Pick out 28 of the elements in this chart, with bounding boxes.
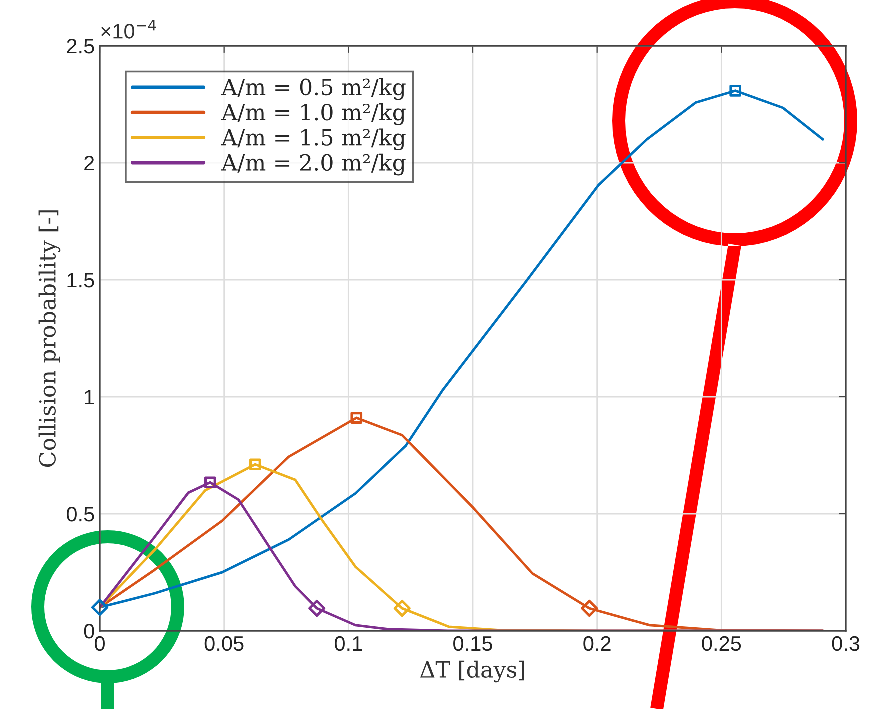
legend-label: A/m = 0.5 m²/kg — [221, 78, 406, 100]
point — [581, 600, 598, 618]
y-axis-title: Collision probability [-] — [38, 210, 61, 468]
point — [250, 458, 262, 471]
point — [730, 85, 742, 97]
point — [394, 600, 411, 618]
y-tick-label: 1 — [85, 390, 94, 405]
y-tick-label: 0 — [84, 624, 94, 639]
x-tick-label: 0.05 — [204, 636, 244, 652]
text: ×10$^{−4}$ — [101, 20, 156, 39]
point — [308, 600, 326, 618]
y-tick-label: 2.5 — [67, 39, 94, 54]
y-tick-label: 1.5 — [68, 273, 94, 288]
x-tick-label: 0.25 — [702, 636, 742, 652]
y-tick-label: 0.5 — [66, 507, 94, 522]
x-tick-label: 0.3 — [832, 636, 860, 652]
legend-label: A/m = 1.0 m²/kg — [221, 104, 406, 126]
point — [91, 599, 109, 616]
legend-label: A/m = 2.0 m²/kg — [221, 154, 406, 176]
x-tick-label: 0 — [95, 636, 105, 652]
x-tick-label: 0.2 — [584, 636, 611, 652]
point — [350, 412, 363, 424]
y-tick-label: 2 — [84, 156, 94, 171]
legend-label: A/m = 1.5 m²/kg — [221, 128, 406, 151]
x-tick-label: 0.15 — [454, 636, 492, 652]
point — [204, 476, 216, 489]
x-axis-title: ΔT [days] — [420, 660, 524, 683]
x-tick-label: 0.1 — [335, 636, 362, 652]
